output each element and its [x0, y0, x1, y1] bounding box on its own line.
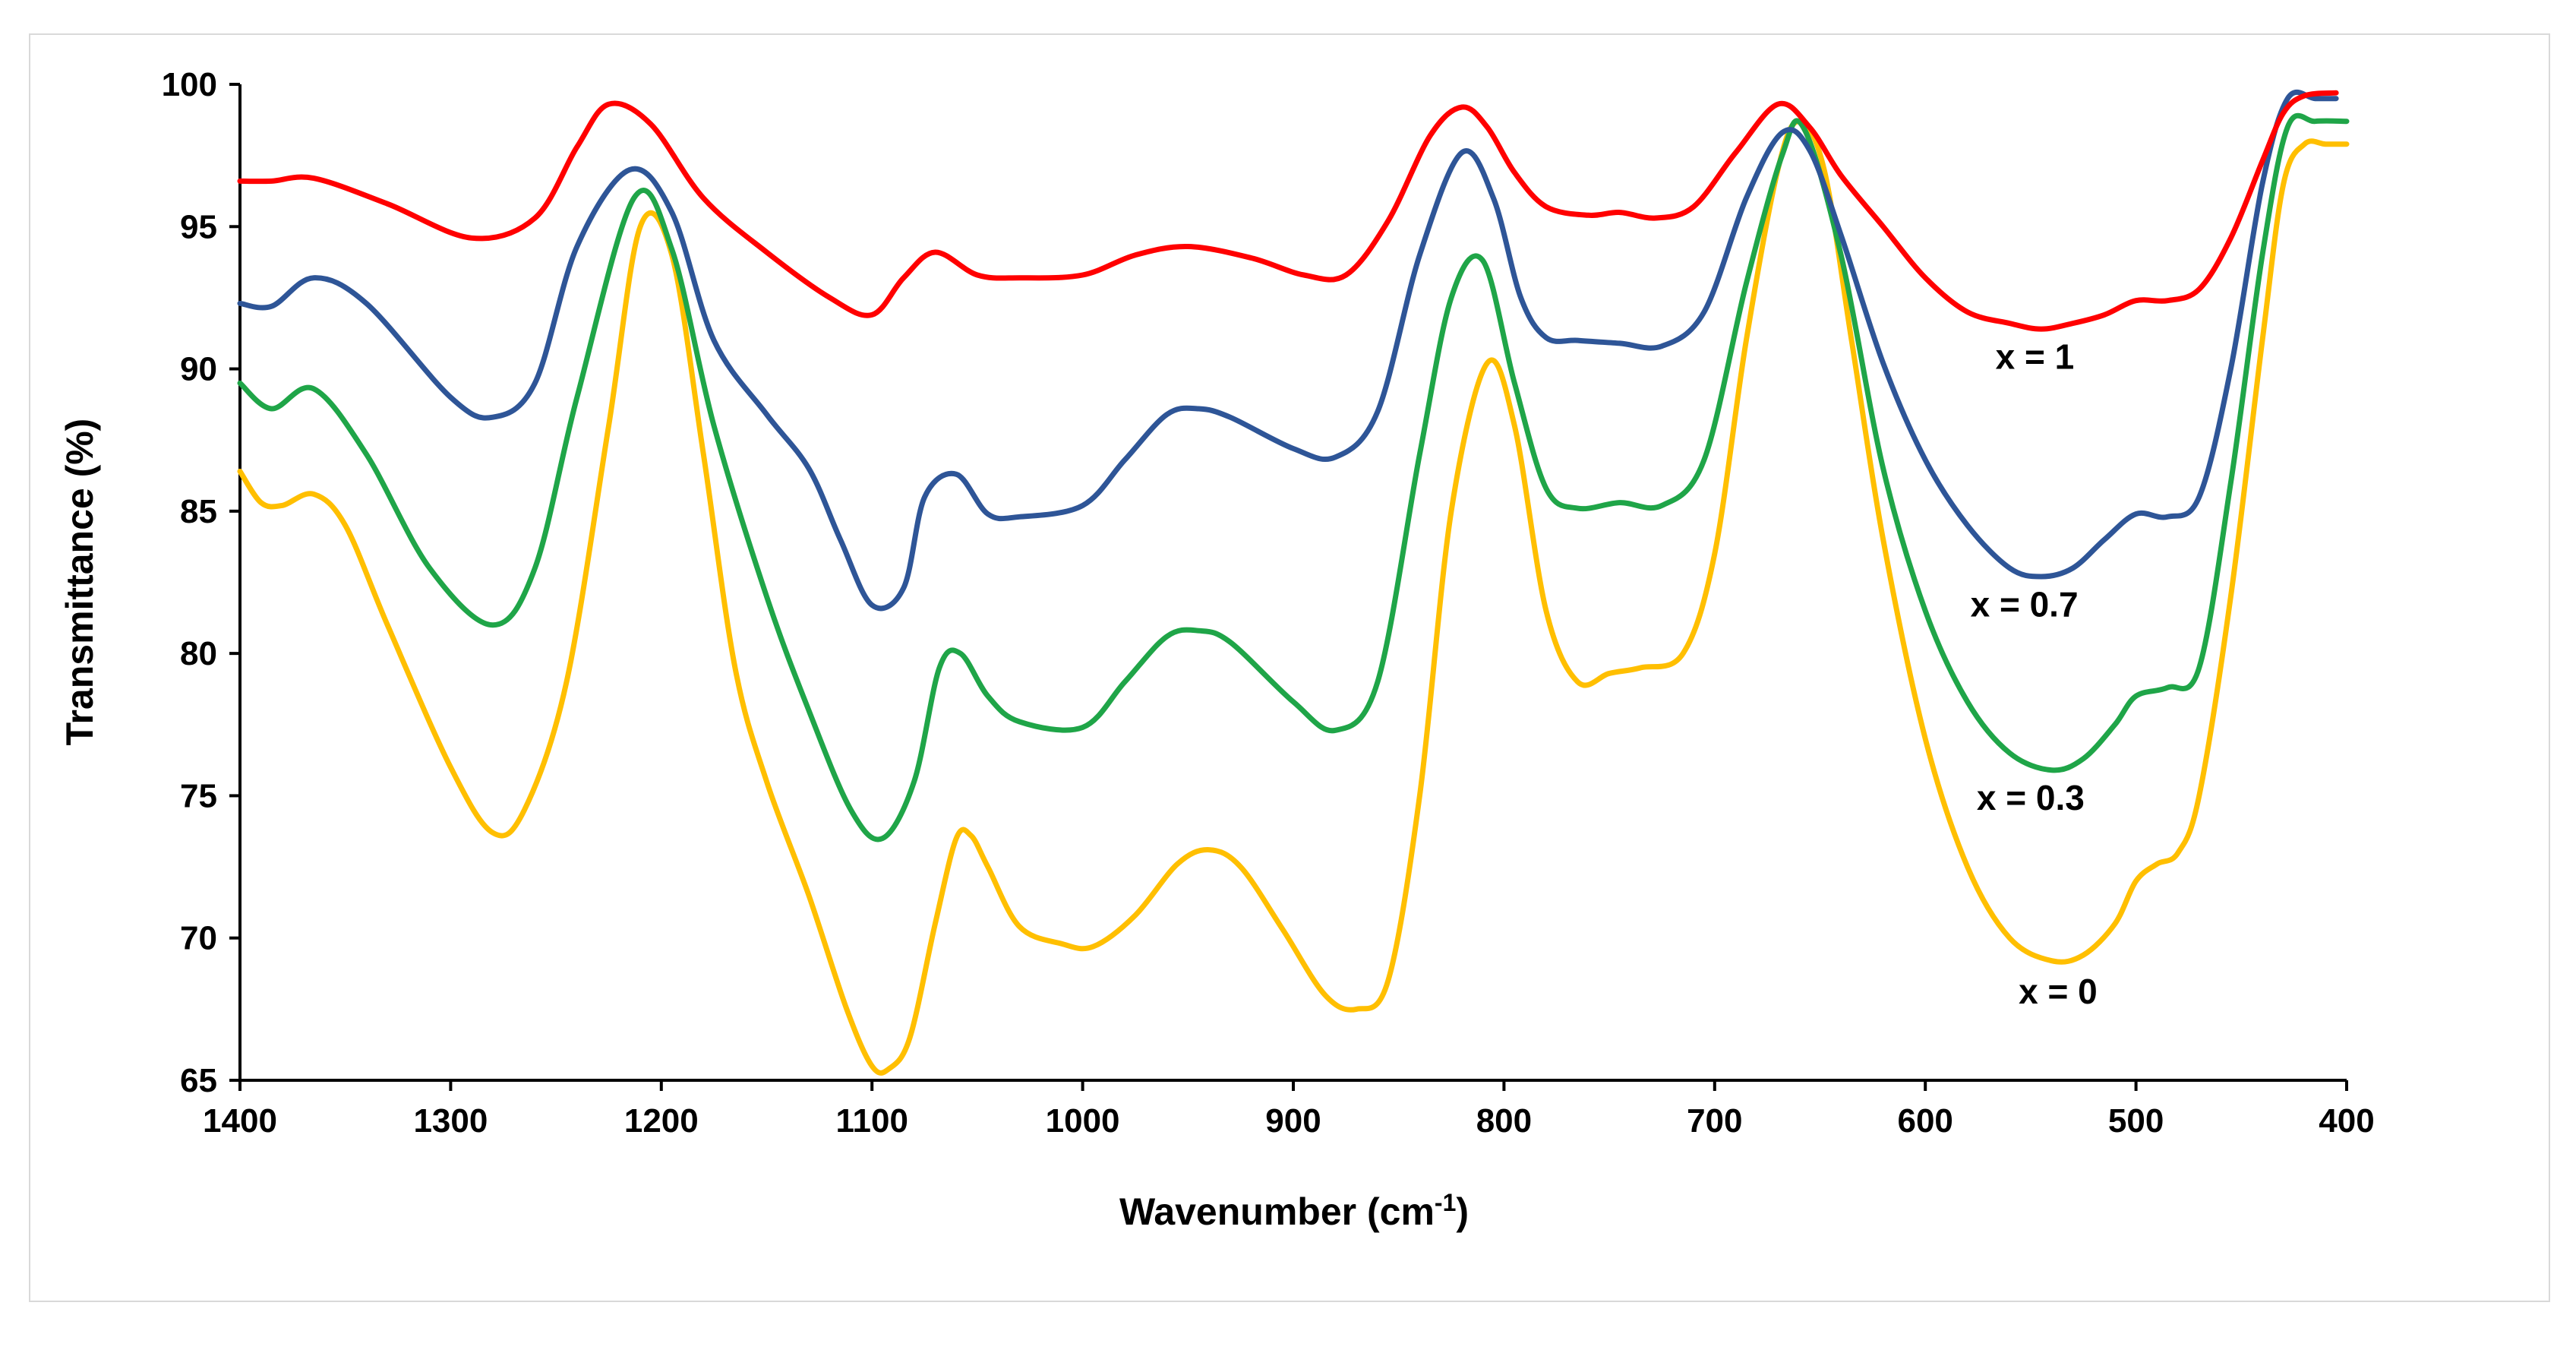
x-tick-label: 500: [2108, 1102, 2164, 1140]
series-labels: x = 1 x = 0.7 x = 0.3 x = 0: [1971, 337, 2098, 1011]
x-tick-label: 900: [1265, 1102, 1321, 1140]
x-tick-label: 600: [1897, 1102, 1953, 1140]
y-tick-label: 95: [180, 208, 217, 245]
series-line-x-1: [237, 90, 2339, 332]
series-line-x-0: [237, 119, 2350, 1076]
y-tick-label: 65: [180, 1062, 217, 1099]
y-tick-label: 70: [180, 920, 217, 957]
y-axis-title: Transmittance (%): [58, 419, 101, 746]
series-line-x-0-3: [237, 112, 2350, 842]
y-tick-label: 80: [180, 635, 217, 672]
x-tick-label: 700: [1687, 1102, 1742, 1140]
x-axis-title-main: Wavenumber (cm: [1119, 1190, 1435, 1233]
x-tick-label: 400: [2319, 1102, 2374, 1140]
series-label: x = 0.3: [1977, 778, 2085, 817]
y-tick-label: 100: [162, 66, 217, 103]
y-tick-label: 85: [180, 493, 217, 530]
series-line-x-0-7: [237, 89, 2339, 612]
x-axis-title-close: ): [1456, 1190, 1469, 1233]
series-label: x = 0.7: [1971, 584, 2079, 624]
x-tick-label: 800: [1476, 1102, 1532, 1140]
x-tick-label: 1100: [835, 1102, 908, 1140]
y-tick-label: 90: [180, 351, 217, 388]
chart-frame: [29, 33, 2550, 1302]
x-tick-label: 1400: [203, 1102, 277, 1140]
series-lines: [237, 89, 2350, 1076]
x-tick-label: 1200: [624, 1102, 699, 1140]
x-axis-title: Wavenumber (cm-1): [1119, 1189, 1469, 1233]
axes: 65 70 75 80 85 90 95 100 1400 1300 1200 1100 1000 900…: [162, 66, 2375, 1140]
x-tick-label: 1300: [413, 1102, 488, 1140]
series-label: x = 0: [2019, 972, 2098, 1011]
x-tick-label: 1000: [1046, 1102, 1120, 1140]
x-axis-title-superscript: -1: [1435, 1189, 1456, 1216]
series-label: x = 1: [1996, 337, 2075, 377]
y-tick-label: 75: [180, 777, 217, 814]
